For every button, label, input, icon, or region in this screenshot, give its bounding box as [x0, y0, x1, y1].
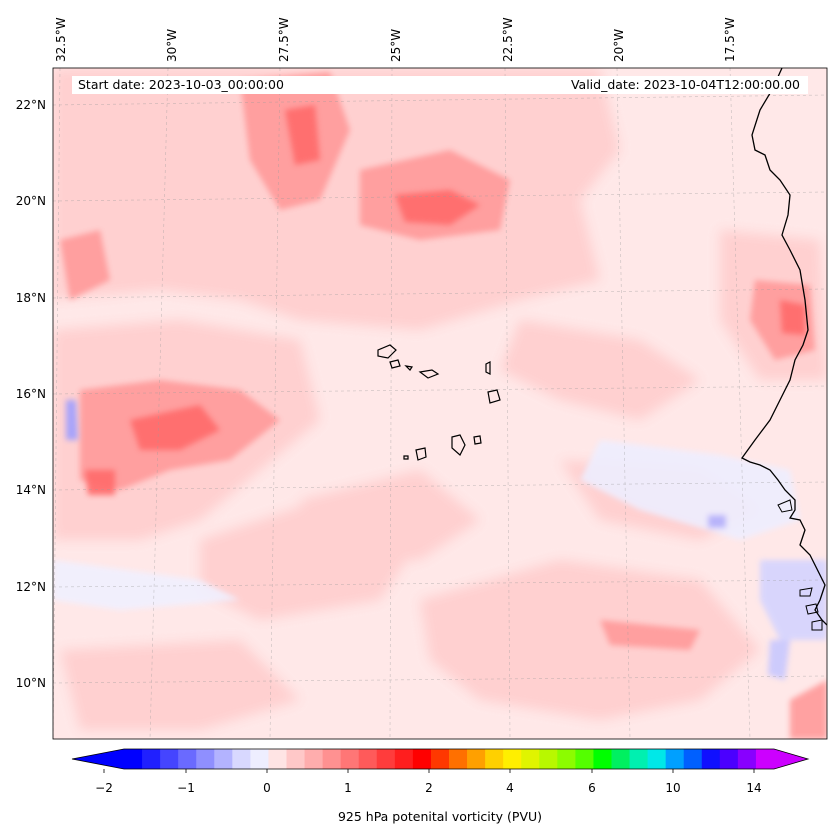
- colorbar-segment: [647, 749, 667, 769]
- colorbar-segment: [629, 749, 649, 769]
- colorbar-segment: [557, 749, 576, 769]
- colorbar-segment: [719, 749, 739, 769]
- lon-label: 25°W: [389, 28, 403, 62]
- pv-field: [53, 68, 827, 739]
- colorbar-label: 925 hPa potenital vorticity (PVU): [337, 809, 543, 824]
- pv-strong-positive-regions: [85, 105, 805, 495]
- colorbar-segment: [268, 749, 287, 769]
- lon-label: 20°W: [612, 28, 626, 62]
- lat-label: 12°N: [15, 580, 46, 594]
- colorbar-tick: 6: [588, 781, 596, 795]
- colorbar-segment: [196, 749, 215, 769]
- colorbar-segment: [178, 749, 197, 769]
- colorbar-tick: 1: [344, 781, 352, 795]
- colorbar-segment: [611, 749, 631, 769]
- lon-label: 30°W: [165, 28, 179, 62]
- colorbar-segment: [340, 749, 360, 769]
- colorbar-segment: [142, 749, 161, 769]
- coastal-islands: [777, 499, 823, 631]
- map-frame: [52, 67, 828, 740]
- lon-label: 27.5°W: [277, 17, 291, 62]
- lat-label: 22°N: [15, 98, 46, 112]
- lat-label: 10°N: [15, 676, 46, 690]
- valid-date-label: Valid_date: 2023-10-04T12:00:00.00: [570, 77, 800, 92]
- colorbar-segment: [394, 749, 414, 769]
- colorbar-segment: [430, 749, 450, 769]
- colorbar-segment: [485, 749, 504, 769]
- colorbar-outline: [71, 748, 810, 770]
- colorbar-segment: [250, 749, 269, 769]
- colorbar-segment: [286, 749, 306, 769]
- colorbar-segment: [232, 749, 251, 769]
- lat-label: 18°N: [15, 291, 46, 305]
- colorbar-tick: 4: [506, 781, 514, 795]
- colorbar-tick: 0: [263, 781, 271, 795]
- colorbar-segment: [214, 749, 233, 769]
- colorbar-segment: [322, 749, 342, 769]
- lat-label: 14°N: [15, 483, 46, 497]
- colorbar-segment: [124, 749, 143, 769]
- lat-label: 20°N: [15, 194, 46, 208]
- lon-label: 17.5°W: [723, 17, 737, 62]
- colorbar-segment: [503, 749, 522, 769]
- colorbar-tick: 10: [665, 781, 681, 795]
- colorbar-segment: [683, 749, 703, 769]
- colorbar-segment: [665, 749, 685, 769]
- colorbar-low-extend: [72, 749, 124, 769]
- graticule: [53, 68, 827, 739]
- lat-label: 16°N: [15, 387, 46, 401]
- colorbar-segment: [755, 749, 775, 769]
- lon-label: 32.5°W: [54, 17, 68, 62]
- start-date-label: Start date: 2023-10-03_00:00:00: [78, 77, 284, 92]
- colorbar-segment: [575, 749, 594, 769]
- colorbar-segment: [412, 749, 432, 769]
- colorbar-segment: [701, 749, 721, 769]
- cape-verde-islands: [377, 344, 501, 461]
- header-box: Start date: 2023-10-03_00:00:00 Valid_da…: [72, 76, 808, 94]
- lon-label: 22.5°W: [501, 17, 515, 62]
- colorbar: [71, 748, 810, 773]
- colorbar-segment: [358, 749, 378, 769]
- colorbar-tick: −2: [95, 781, 113, 795]
- colorbar-segment: [449, 749, 468, 769]
- colorbar-segment: [160, 749, 179, 769]
- colorbar-high-extend: [774, 749, 808, 769]
- colorbar-tick: −1: [177, 781, 195, 795]
- colorbar-tick: 2: [425, 781, 433, 795]
- colorbar-segment: [593, 749, 612, 769]
- colorbar-segment: [539, 749, 558, 769]
- colorbar-tick: 14: [746, 781, 762, 795]
- colorbar-segment: [737, 749, 757, 769]
- africa-coastline: [741, 68, 827, 626]
- colorbar-segment: [376, 749, 396, 769]
- colorbar-segment: [304, 749, 324, 769]
- colorbar-segment: [521, 749, 540, 769]
- colorbar-segment: [467, 749, 486, 769]
